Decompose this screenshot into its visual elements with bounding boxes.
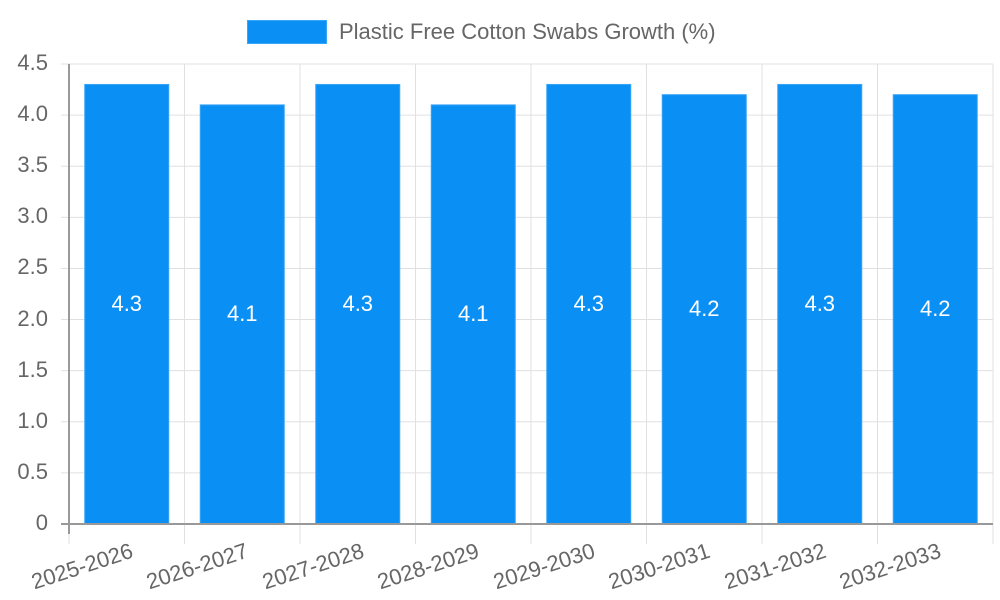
bar[interactable] (199, 104, 285, 525)
y-tick-label: 2.5 (17, 254, 48, 280)
legend[interactable]: Plastic Free Cotton Swabs Growth (%) (247, 19, 716, 45)
bar-value-label: 4.2 (688, 296, 720, 322)
bar-value-label: 4.3 (804, 291, 836, 317)
y-tick-label: 3.5 (17, 152, 48, 178)
bar-value-label: 4.3 (342, 291, 374, 317)
y-tick-label: 0 (35, 510, 48, 535)
bar-value-label: 4.1 (457, 301, 489, 327)
bar[interactable] (84, 83, 170, 525)
y-tick-label: 1.0 (17, 407, 48, 433)
legend-label: Plastic Free Cotton Swabs Growth (%) (339, 19, 716, 44)
y-tick-label: 0.5 (17, 458, 48, 484)
bar-value-label: 4.1 (226, 301, 258, 327)
bar[interactable] (777, 83, 863, 525)
y-tick-label: 2.0 (17, 305, 48, 331)
y-tick-label: 4.0 (17, 101, 48, 127)
y-tick-label: 4.5 (17, 50, 48, 75)
bar-value-label: 4.2 (919, 296, 951, 322)
bar[interactable] (892, 94, 978, 525)
bar[interactable] (430, 104, 516, 525)
bar[interactable] (546, 83, 632, 525)
legend-swatch (247, 20, 327, 44)
y-tick-label: 3.0 (17, 203, 48, 229)
bar[interactable] (315, 83, 401, 525)
bar-value-label: 4.3 (111, 291, 143, 317)
bar-value-label: 4.3 (573, 291, 605, 317)
y-tick-label: 1.5 (17, 356, 48, 382)
